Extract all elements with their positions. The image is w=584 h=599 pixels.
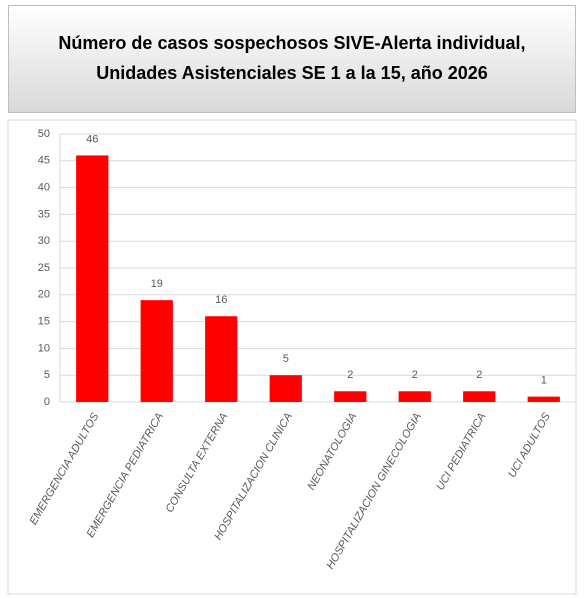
title-box	[8, 5, 576, 113]
x-tick-label: UCI ADULTOS	[506, 410, 553, 479]
value-label: 2	[412, 369, 418, 381]
chart-title: Unidades Asistenciales SE 1 a la 15, año…	[96, 63, 488, 83]
y-tick-label: 40	[38, 182, 50, 194]
value-label: 2	[476, 369, 482, 381]
chart-title: Número de casos sospechosos SIVE-Alerta …	[58, 33, 525, 53]
bar	[140, 300, 173, 402]
x-tick-label: EMERGENCIA PEDIATRICA	[85, 411, 166, 540]
y-tick-label: 35	[38, 208, 50, 220]
y-tick-label: 30	[38, 235, 50, 247]
value-label: 5	[283, 353, 289, 365]
y-tick-label: 50	[38, 128, 50, 140]
x-tick-label: HOSPITALIZACION CLINICA	[212, 411, 295, 542]
bar	[398, 391, 431, 402]
value-label: 2	[347, 369, 353, 381]
x-tick-label: EMERGENCIA ADULTOS	[27, 410, 101, 527]
y-tick-label: 25	[38, 262, 50, 274]
bar	[527, 396, 560, 402]
y-tick-label: 15	[38, 316, 50, 328]
value-label: 16	[215, 294, 227, 306]
x-tick-label: UCI PEDIATRICA	[434, 411, 488, 493]
y-tick-label: 45	[38, 155, 50, 167]
y-tick-label: 10	[38, 342, 50, 354]
y-tick-label: 20	[38, 289, 50, 301]
bar	[205, 316, 238, 402]
bar	[76, 155, 109, 402]
bar	[269, 375, 302, 402]
y-tick-label: 0	[44, 396, 50, 408]
plot-frame	[7, 119, 577, 595]
bar	[463, 391, 496, 402]
x-tick-label: NEONATOLOGIA	[305, 411, 359, 492]
value-label: 46	[86, 133, 98, 145]
bar	[334, 391, 367, 402]
y-tick-label: 5	[44, 369, 50, 381]
x-tick-label: CONSULTA EXTERNA	[164, 411, 231, 515]
value-label: 19	[151, 278, 163, 290]
value-label: 1	[541, 375, 547, 387]
